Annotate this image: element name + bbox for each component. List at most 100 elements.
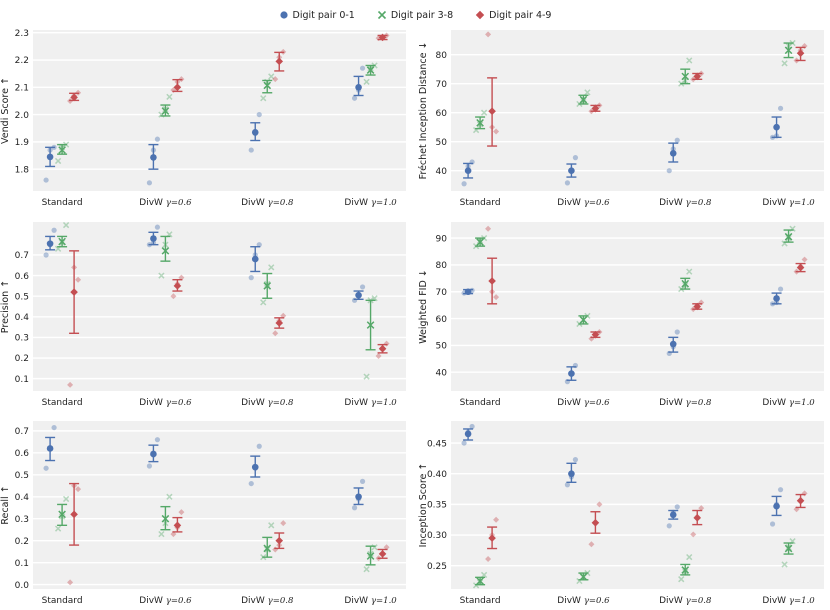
legend-item-4-9[interactable]: Digit pair 4-9 — [475, 6, 551, 24]
data-point — [666, 523, 672, 529]
mean-marker — [263, 282, 272, 290]
y-tick-label: 60 — [436, 109, 448, 119]
data-point — [256, 111, 262, 118]
data-point — [67, 579, 74, 586]
mean-marker — [773, 295, 780, 302]
mean-marker — [251, 463, 259, 471]
plot-area — [33, 421, 406, 589]
mean-marker — [591, 104, 600, 113]
data-point — [485, 555, 492, 562]
data-point — [777, 105, 784, 111]
data-point — [43, 177, 49, 183]
data-point — [596, 501, 603, 508]
mean-marker — [378, 550, 387, 558]
y-axis-label: Precision ↑ — [0, 280, 11, 333]
mean-marker — [796, 496, 805, 505]
chart-panel: 40 50 60 70 80 Fréchet Inception Distance ↓ St… — [418, 30, 824, 208]
mean-marker — [161, 107, 170, 115]
mean-marker — [669, 340, 677, 348]
data-point — [256, 443, 262, 449]
data-point — [248, 480, 254, 487]
y-tick-label: 50 — [436, 342, 448, 352]
data-point — [666, 168, 672, 174]
data-point — [375, 352, 382, 359]
data-point — [260, 299, 267, 306]
data-point — [51, 227, 57, 233]
mean-marker — [464, 430, 472, 438]
data-point — [154, 437, 161, 443]
legend-item-0-1[interactable]: Digit pair 0-1 — [279, 6, 355, 24]
circle-marker-icon — [279, 11, 288, 19]
mean-marker — [46, 240, 54, 247]
x-tick-label: DivW γ=0.8 — [659, 198, 712, 208]
legend-label: Digit pair 3-8 — [390, 9, 454, 21]
chart-panel: 0.25 0.30 0.35 0.40 0.45 Inception Score ↑ Sta… — [418, 421, 824, 606]
data-point — [588, 335, 595, 342]
data-point — [564, 482, 571, 488]
y-tick-label: 0.45 — [427, 439, 447, 449]
data-point — [146, 180, 153, 186]
data-point — [54, 157, 62, 165]
x-tick-label: DivW γ=0.8 — [241, 596, 294, 606]
data-point — [67, 381, 74, 388]
data-point — [769, 521, 776, 527]
mean-marker — [355, 84, 362, 91]
x-tick-label: DivW γ=1.0 — [762, 198, 815, 208]
data-point — [564, 180, 571, 186]
mean-marker — [796, 49, 805, 58]
data-point — [588, 541, 595, 548]
y-tick-label: 0.7 — [15, 427, 29, 437]
mean-marker — [366, 66, 375, 74]
mean-marker — [476, 577, 484, 585]
x-tick-label: Standard — [42, 596, 83, 606]
mean-marker — [58, 146, 66, 154]
data-point — [469, 423, 475, 430]
data-point — [62, 221, 70, 229]
data-point — [781, 561, 788, 568]
chart-panel: 0.0 0.1 0.2 0.3 0.4 0.5 0.6 0.7 Recall ↑ Standard… — [0, 421, 406, 606]
data-point — [777, 286, 784, 292]
mean-marker — [784, 232, 793, 241]
mean-marker — [681, 279, 690, 288]
mean-marker — [669, 511, 677, 519]
data-point — [485, 225, 492, 232]
mean-marker — [568, 470, 575, 478]
data-point — [260, 95, 267, 102]
data-point — [170, 531, 177, 538]
mean-marker — [773, 502, 780, 510]
x-marker-icon — [377, 10, 386, 20]
mean-marker — [173, 83, 182, 92]
x-tick-label: DivW γ=0.6 — [557, 596, 610, 606]
y-tick-label: 1.9 — [15, 138, 30, 148]
y-axis-label: Vendi Score ↑ — [0, 77, 11, 144]
mean-marker — [796, 263, 805, 272]
data-point — [54, 525, 62, 532]
mean-marker — [378, 33, 387, 42]
y-tick-label: 0.1 — [15, 375, 29, 385]
plot-area — [451, 30, 824, 191]
mean-marker — [681, 566, 690, 574]
mean-marker — [355, 291, 362, 299]
x-tick-label: DivW γ=1.0 — [344, 198, 397, 208]
mean-marker — [378, 344, 387, 353]
data-point — [166, 93, 173, 100]
data-point — [268, 73, 275, 80]
mean-marker — [591, 330, 600, 339]
x-tick-label: DivW γ=0.8 — [659, 596, 712, 606]
data-point — [781, 60, 788, 67]
x-tick-label: DivW γ=1.0 — [344, 398, 397, 408]
legend-item-3-8[interactable]: Digit pair 3-8 — [377, 6, 453, 24]
data-point — [690, 531, 697, 538]
mean-marker — [150, 154, 157, 161]
mean-marker — [58, 237, 66, 246]
data-point — [359, 284, 366, 290]
x-tick-label: DivW γ=1.0 — [762, 596, 815, 606]
y-tick-label: 80 — [436, 51, 448, 61]
y-tick-label: 0.25 — [427, 562, 447, 572]
mean-marker — [263, 81, 272, 90]
data-point — [686, 553, 693, 561]
chart-panel: 1.8 1.9 2.0 2.1 2.2 2.3 Vendi Score ↑ Standard D… — [0, 29, 406, 208]
data-point — [166, 493, 173, 500]
data-point — [272, 76, 279, 83]
data-point — [178, 274, 185, 281]
